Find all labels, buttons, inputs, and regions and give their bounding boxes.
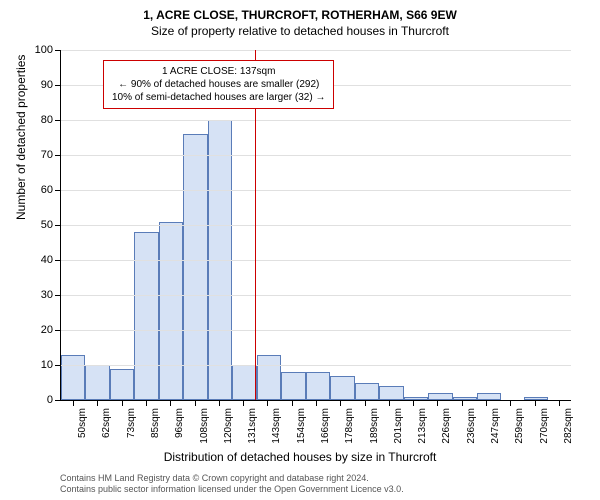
y-tick-label: 10: [41, 359, 61, 371]
x-tick-label: 201sqm: [393, 408, 404, 444]
y-tick-label: 100: [35, 44, 61, 56]
x-tick: [340, 400, 341, 406]
info-box-line: 10% of semi-detached houses are larger (…: [112, 91, 325, 104]
info-box: 1 ACRE CLOSE: 137sqm← 90% of detached ho…: [103, 60, 334, 109]
grid-line: [61, 120, 571, 121]
x-tick-label: 213sqm: [417, 408, 428, 444]
bar: [428, 393, 452, 400]
page-title: 1, ACRE CLOSE, THURCROFT, ROTHERHAM, S66…: [0, 0, 600, 22]
y-tick-label: 40: [41, 254, 61, 266]
x-tick-label: 270sqm: [539, 408, 550, 444]
x-tick: [122, 400, 123, 406]
license-text: Contains HM Land Registry data © Crown c…: [60, 473, 404, 496]
y-tick-label: 30: [41, 289, 61, 301]
x-tick: [486, 400, 487, 406]
bar: [404, 397, 428, 401]
x-tick: [535, 400, 536, 406]
bar: [134, 232, 158, 400]
y-tick-label: 80: [41, 114, 61, 126]
x-tick-label: 189sqm: [369, 408, 380, 444]
x-tick: [97, 400, 98, 406]
info-box-line: ← 90% of detached houses are smaller (29…: [112, 78, 325, 91]
x-tick: [389, 400, 390, 406]
bar: [453, 397, 477, 401]
x-tick: [437, 400, 438, 406]
x-tick: [146, 400, 147, 406]
x-tick-label: 236sqm: [466, 408, 477, 444]
bar: [306, 372, 330, 400]
bar: [85, 365, 109, 400]
x-tick-label: 120sqm: [223, 408, 234, 444]
info-box-line: 1 ACRE CLOSE: 137sqm: [112, 65, 325, 78]
x-tick: [267, 400, 268, 406]
bar: [183, 134, 207, 400]
y-tick-label: 70: [41, 149, 61, 161]
grid-line: [61, 295, 571, 296]
bar: [257, 355, 281, 401]
x-tick: [219, 400, 220, 406]
x-tick: [510, 400, 511, 406]
bar: [477, 393, 501, 400]
x-tick-label: 73sqm: [126, 408, 137, 438]
x-tick: [292, 400, 293, 406]
bar: [232, 365, 256, 400]
bar: [61, 355, 85, 401]
x-tick: [170, 400, 171, 406]
x-tick-label: 131sqm: [247, 408, 258, 444]
y-axis-title: Number of detached properties: [14, 55, 28, 220]
x-tick: [365, 400, 366, 406]
y-tick-label: 20: [41, 324, 61, 336]
grid-line: [61, 365, 571, 366]
bar: [110, 369, 134, 401]
grid-line: [61, 50, 571, 51]
grid-line: [61, 260, 571, 261]
x-tick-label: 85sqm: [150, 408, 161, 438]
x-tick: [462, 400, 463, 406]
x-tick-label: 178sqm: [344, 408, 355, 444]
bar: [330, 376, 354, 401]
bar: [281, 372, 305, 400]
bar: [355, 383, 379, 401]
x-tick-label: 50sqm: [77, 408, 88, 438]
x-tick-label: 108sqm: [199, 408, 210, 444]
x-tick-label: 96sqm: [174, 408, 185, 438]
grid-line: [61, 225, 571, 226]
x-tick: [413, 400, 414, 406]
x-tick-label: 247sqm: [490, 408, 501, 444]
x-tick: [316, 400, 317, 406]
y-tick-label: 60: [41, 184, 61, 196]
x-tick-label: 226sqm: [441, 408, 452, 444]
x-tick: [73, 400, 74, 406]
x-tick-label: 154sqm: [296, 408, 307, 444]
x-tick-label: 166sqm: [320, 408, 331, 444]
bar: [524, 397, 548, 401]
x-tick: [195, 400, 196, 406]
x-tick-label: 143sqm: [271, 408, 282, 444]
grid-line: [61, 190, 571, 191]
x-tick: [243, 400, 244, 406]
page-subtitle: Size of property relative to detached ho…: [0, 22, 600, 38]
x-tick-label: 259sqm: [514, 408, 525, 444]
license-line: Contains public sector information licen…: [60, 484, 404, 496]
x-tick-label: 62sqm: [101, 408, 112, 438]
license-line: Contains HM Land Registry data © Crown c…: [60, 473, 404, 485]
grid-line: [61, 330, 571, 331]
chart-plot-area: 010203040506070809010050sqm62sqm73sqm85s…: [60, 50, 571, 401]
bar: [159, 222, 183, 401]
grid-line: [61, 155, 571, 156]
x-tick: [559, 400, 560, 406]
x-tick-label: 282sqm: [563, 408, 574, 444]
y-tick-label: 90: [41, 79, 61, 91]
x-axis-title: Distribution of detached houses by size …: [0, 450, 600, 464]
y-tick-label: 50: [41, 219, 61, 231]
bar: [379, 386, 403, 400]
y-tick-label: 0: [47, 394, 61, 406]
